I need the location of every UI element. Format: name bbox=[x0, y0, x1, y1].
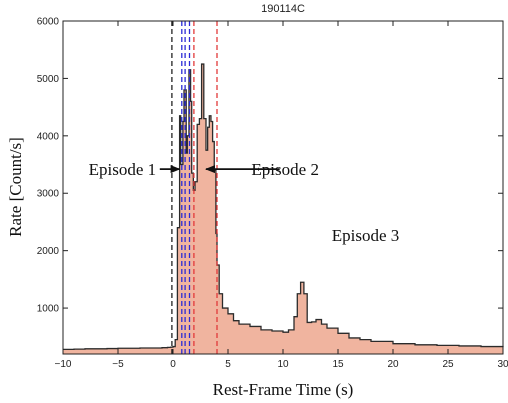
series-fill-area bbox=[63, 64, 503, 354]
y-tick-label: 6000 bbox=[37, 17, 60, 28]
y-tick-label: 3000 bbox=[37, 189, 60, 200]
y-tick-label: 1000 bbox=[37, 304, 60, 315]
x-tick-label: 20 bbox=[387, 359, 399, 370]
x-tick-label: 0 bbox=[170, 359, 176, 370]
chart-title: 190114C bbox=[261, 3, 305, 15]
x-tick-label: 25 bbox=[442, 359, 454, 370]
x-tick-label: 15 bbox=[332, 359, 344, 370]
axis-ticks: −10 −5 0 5 10 15 20 25 30 1000 2000 3000 4000 5000 600… bbox=[37, 17, 508, 371]
episode-label-1: Episode 1 bbox=[89, 160, 157, 179]
x-tick-label: −10 bbox=[55, 359, 72, 370]
series-step-line bbox=[63, 63, 504, 351]
x-axis-title: Rest-Frame Time (s) bbox=[213, 380, 354, 399]
episode-label-3: Episode 3 bbox=[332, 226, 400, 245]
plot-area bbox=[63, 63, 504, 354]
x-tick-label: −5 bbox=[112, 359, 124, 370]
y-tick-label: 5000 bbox=[37, 74, 60, 85]
x-tick-label: 10 bbox=[277, 359, 289, 370]
x-tick-label: 5 bbox=[225, 359, 231, 370]
y-tick-label: 2000 bbox=[37, 246, 60, 257]
y-axis-title: Rate [Count/s] bbox=[6, 137, 25, 237]
x-tick-label: 30 bbox=[497, 359, 508, 370]
y-tick-label: 4000 bbox=[37, 131, 60, 142]
episode-label-2: Episode 2 bbox=[251, 160, 319, 179]
plot-frame bbox=[62, 20, 504, 355]
annotations: Episode 1 Episode 2 Episode 3 bbox=[89, 160, 400, 245]
